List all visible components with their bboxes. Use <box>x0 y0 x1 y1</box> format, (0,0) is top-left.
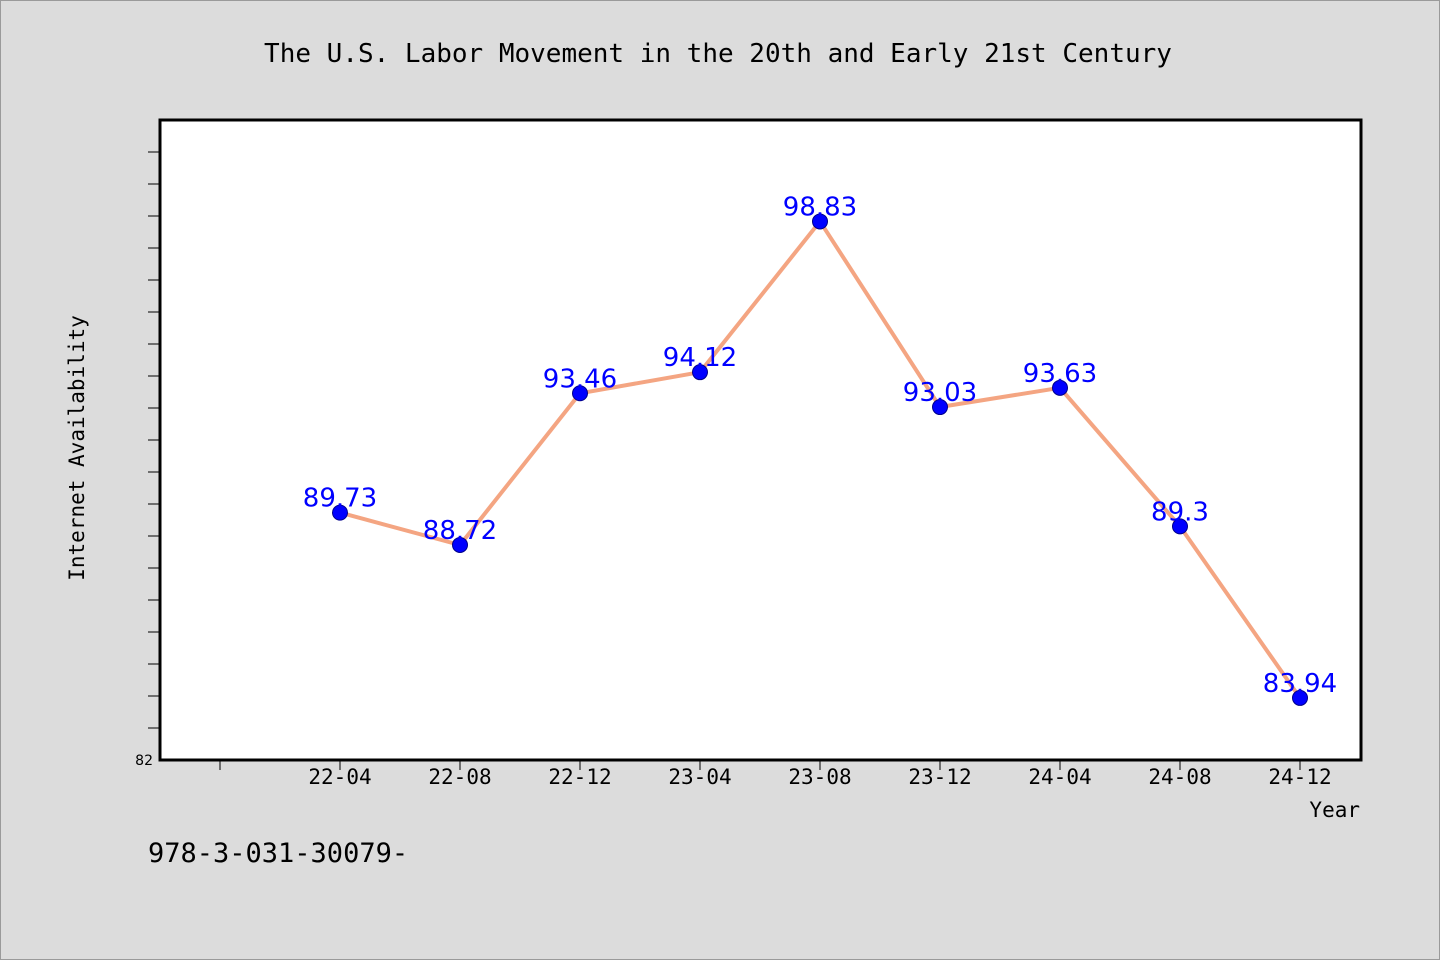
data-label: 89.73 <box>303 484 377 514</box>
data-label: 89.3 <box>1151 497 1209 527</box>
data-label: 98.83 <box>783 192 857 222</box>
data-point <box>932 399 948 416</box>
x-axis-tick-labels: 22-04 22-08 22-12 23-04 23-08 23-12 24-04 24-08… <box>308 765 1331 789</box>
data-point <box>812 213 828 230</box>
x-tick-label: 22-12 <box>548 765 611 789</box>
data-label: 93.46 <box>543 364 617 394</box>
data-label: 93.03 <box>903 378 977 408</box>
y-axis-min-label: 82 <box>135 753 153 769</box>
x-tick-label: 24-04 <box>1028 765 1091 789</box>
x-tick-label: 22-08 <box>428 765 491 789</box>
series-markers <box>332 213 1308 706</box>
y-axis-ticks <box>148 151 160 729</box>
x-tick-label: 22-04 <box>308 765 371 789</box>
data-label: 93.63 <box>1023 359 1097 389</box>
x-tick-label: 24-12 <box>1268 765 1331 789</box>
footer-isbn-text: 978-3-031-30079- <box>148 838 408 869</box>
data-point <box>1172 518 1188 535</box>
data-point <box>1292 689 1308 706</box>
x-tick-label: 23-12 <box>908 765 971 789</box>
data-point <box>452 536 468 553</box>
x-axis-title: Year <box>1309 798 1360 822</box>
data-point <box>692 364 708 381</box>
data-point <box>332 504 348 521</box>
data-label: 83.94 <box>1263 669 1337 699</box>
chart-title: The U.S. Labor Movement in the 20th and … <box>264 39 1172 69</box>
data-label: 88.72 <box>423 516 497 546</box>
plot-area <box>158 118 1363 762</box>
x-tick-label: 23-08 <box>788 765 851 789</box>
data-point <box>572 385 588 402</box>
y-axis-title: Internet Availability <box>65 315 89 581</box>
x-tick-label: 23-04 <box>668 765 731 789</box>
x-axis-ticks <box>219 760 1301 770</box>
x-tick-label: 24-08 <box>1148 765 1211 789</box>
series-data-labels: 89.73 88.72 93.46 94.12 98.83 93.03 93.63 89.3 8… <box>303 192 1337 698</box>
data-label: 94.12 <box>663 343 737 373</box>
data-point <box>1052 379 1068 396</box>
